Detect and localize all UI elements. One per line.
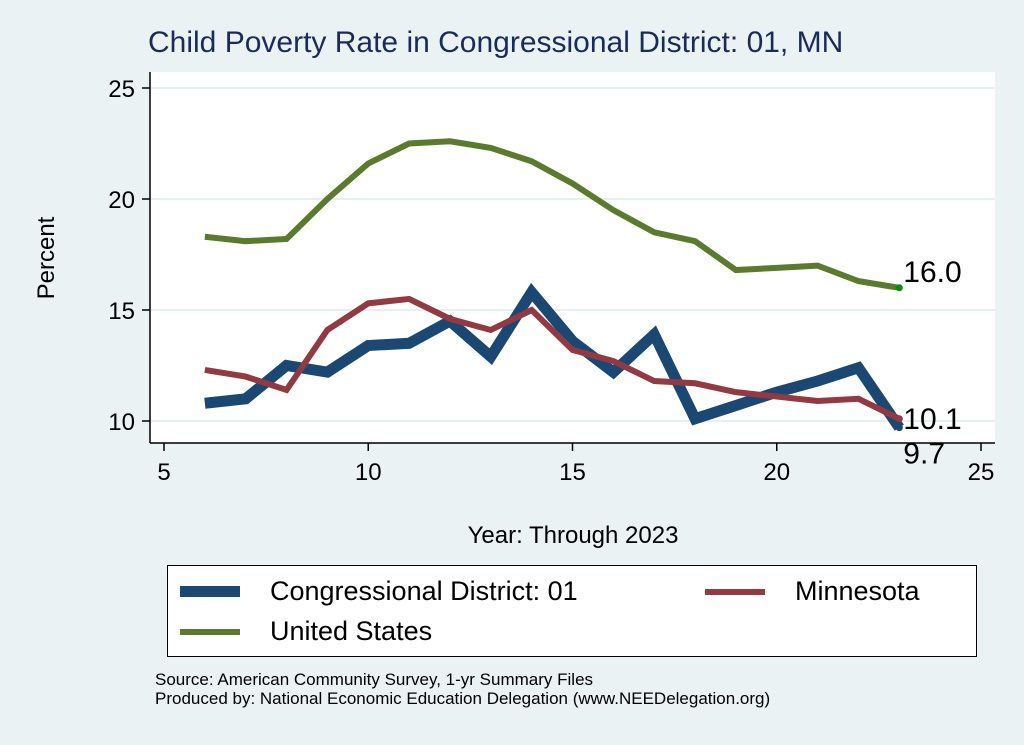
legend-item-minnesota: Minnesota: [705, 576, 920, 607]
x-tick-label: 15: [559, 459, 586, 486]
legend-swatch-minnesota: [705, 588, 765, 595]
legend-item-united-states: United States: [180, 616, 432, 647]
y-tick-label: 25: [108, 76, 135, 103]
chart-canvas: 10 15 20 25 5 10 15 20 25 9.710.1 16.0 Percent Y…: [33, 72, 995, 549]
gridlines: [151, 87, 995, 422]
x-tick-label: 25: [968, 459, 995, 486]
produced-by-note: Produced by: National Economic Education…: [155, 689, 771, 708]
source-note: Source: American Community Survey, 1-yr …: [155, 670, 594, 689]
endpoint-markers: [895, 284, 903, 432]
y-tick-label: 20: [108, 187, 135, 214]
data-label-minnesota: 10.1: [903, 403, 961, 436]
chart-title: Child Poverty Rate in Congressional Dist…: [148, 26, 844, 59]
y-axis-title: Percent: [33, 216, 60, 299]
legend-label-district: Congressional District: 01: [270, 576, 578, 606]
y-tick-label: 15: [108, 298, 135, 325]
footer-notes: Source: American Community Survey, 1-yr …: [155, 670, 770, 708]
data-label-district: 9.7: [903, 438, 945, 471]
legend-label-minnesota: Minnesota: [795, 576, 920, 606]
endpoint-marker: [895, 415, 903, 423]
x-tick-label: 10: [355, 459, 382, 486]
data-label-united-states: 16.0: [903, 256, 961, 289]
data-labels: 9.710.1 16.0: [903, 256, 961, 471]
x-tick-label: 20: [763, 459, 790, 486]
series-line-district: [204, 282, 904, 431]
legend-swatch-district: [180, 586, 240, 597]
y-tick-label: 10: [108, 409, 135, 436]
series-line-minnesota: [204, 295, 901, 422]
legend: Congressional District: 01 Minnesota Uni…: [167, 565, 977, 657]
series-group: [204, 138, 904, 431]
endpoint-marker: [895, 424, 903, 432]
x-axis-title: Year: Through 2023: [468, 522, 679, 549]
legend-label-united-states: United States: [270, 616, 433, 646]
endpoint-marker: [895, 284, 903, 292]
legend-item-district: Congressional District: 01: [180, 576, 578, 607]
x-tick-label: 5: [157, 459, 170, 486]
series-line-united-states: [204, 138, 900, 291]
legend-swatch-united-states: [180, 628, 240, 635]
y-ticks: 10 15 20 25: [108, 76, 150, 436]
x-ticks: 5 10 15 20 25: [157, 443, 994, 486]
